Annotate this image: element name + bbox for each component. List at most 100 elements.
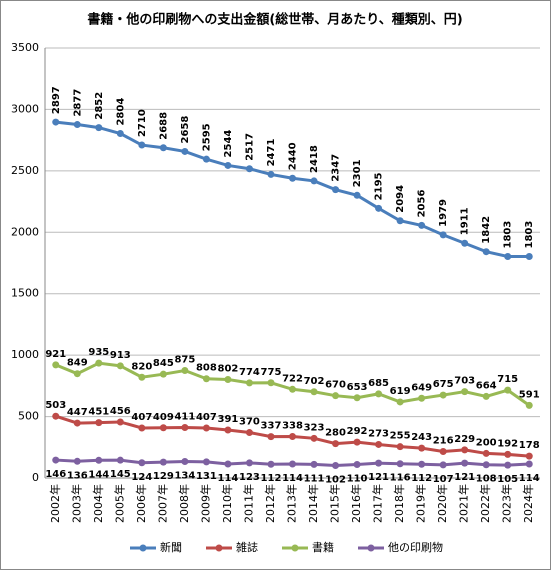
- data-label: 192: [497, 438, 518, 449]
- point: [52, 456, 60, 464]
- x-tick-label: 2017年: [371, 484, 385, 523]
- data-label: 409: [153, 412, 174, 423]
- data-label: 2195: [374, 172, 385, 200]
- data-label: 129: [153, 471, 174, 482]
- data-label: 107: [433, 474, 454, 485]
- point: [116, 456, 124, 464]
- point: [504, 461, 512, 469]
- data-label: 216: [433, 435, 454, 446]
- y-tick-label: 2000: [11, 225, 39, 238]
- x-tick-label: 2014年: [306, 484, 320, 523]
- point: [310, 434, 318, 442]
- data-label: 774: [239, 367, 260, 378]
- data-label: 2658: [180, 116, 191, 144]
- data-label: 591: [519, 389, 540, 400]
- point: [116, 362, 124, 370]
- point: [375, 390, 383, 398]
- point: [181, 367, 189, 374]
- data-label: 2595: [201, 123, 212, 151]
- data-label: 2056: [417, 190, 428, 218]
- point: [159, 370, 167, 378]
- data-label: 2852: [94, 92, 105, 120]
- data-label: 407: [196, 412, 217, 423]
- data-label: 820: [131, 361, 152, 372]
- point: [396, 217, 404, 225]
- x-tick-label: 2019年: [414, 484, 428, 523]
- x-tick-label: 2005年: [112, 484, 126, 523]
- point: [245, 459, 253, 467]
- data-label: 849: [67, 358, 88, 369]
- point: [181, 147, 189, 155]
- x-tick-label: 2018年: [392, 484, 406, 523]
- point: [138, 459, 146, 467]
- point: [245, 379, 253, 387]
- data-label: 503: [45, 400, 66, 411]
- x-tick-label: 2009年: [198, 484, 212, 523]
- point: [525, 252, 533, 260]
- data-label: 280: [325, 428, 346, 439]
- y-tick-label: 3000: [11, 102, 39, 115]
- data-label: 370: [239, 417, 260, 428]
- data-label: 292: [347, 426, 368, 437]
- data-label: 775: [261, 367, 282, 378]
- data-label: 703: [454, 376, 475, 387]
- point: [138, 141, 146, 149]
- data-label: 411: [174, 412, 195, 423]
- data-label: 664: [476, 380, 497, 391]
- legend-label: 他の印刷物: [388, 540, 443, 554]
- point: [224, 161, 232, 169]
- data-label: 337: [261, 421, 282, 432]
- x-tick-label: 2004年: [91, 484, 105, 523]
- data-label: 338: [282, 420, 303, 431]
- data-label: 114: [519, 473, 540, 484]
- point: [439, 231, 447, 239]
- data-label: 2347: [331, 154, 342, 182]
- data-label: 702: [304, 376, 325, 387]
- data-label: 802: [217, 363, 238, 374]
- data-label: 2804: [115, 98, 126, 126]
- point: [224, 460, 232, 468]
- point: [52, 118, 60, 126]
- point: [375, 440, 383, 448]
- point: [375, 459, 383, 467]
- point: [332, 440, 340, 448]
- data-label: 2710: [137, 109, 148, 137]
- data-label: 391: [217, 414, 238, 425]
- point: [396, 443, 404, 451]
- point: [159, 144, 167, 152]
- point: [95, 124, 103, 132]
- data-label: 273: [368, 428, 389, 439]
- point: [202, 155, 210, 163]
- legend-marker: [291, 544, 299, 552]
- point: [181, 424, 189, 432]
- data-label: 2471: [266, 139, 277, 167]
- x-tick-label: 2016年: [349, 484, 363, 523]
- point: [418, 221, 426, 229]
- legend-label: 雑誌: [236, 540, 258, 554]
- point: [525, 460, 533, 468]
- data-label: 112: [261, 473, 282, 484]
- data-label: 323: [304, 422, 325, 433]
- point: [73, 370, 81, 378]
- legend-label: 書籍: [312, 540, 334, 554]
- point: [52, 361, 60, 369]
- x-tick-label: 2010年: [220, 484, 234, 523]
- y-tick-label: 1000: [11, 348, 39, 361]
- data-label: 131: [196, 471, 217, 482]
- data-label: 2094: [395, 185, 406, 213]
- point: [482, 392, 490, 400]
- point: [310, 460, 318, 468]
- point: [116, 418, 124, 426]
- data-label: 921: [45, 349, 66, 360]
- data-label: 2897: [51, 86, 62, 114]
- x-tick-label: 2003年: [69, 484, 83, 523]
- point: [202, 375, 210, 383]
- point: [52, 412, 60, 420]
- point: [461, 388, 469, 396]
- point: [202, 458, 210, 466]
- data-label: 619: [390, 386, 411, 397]
- x-tick-label: 2012年: [263, 484, 277, 523]
- data-label: 715: [497, 374, 518, 385]
